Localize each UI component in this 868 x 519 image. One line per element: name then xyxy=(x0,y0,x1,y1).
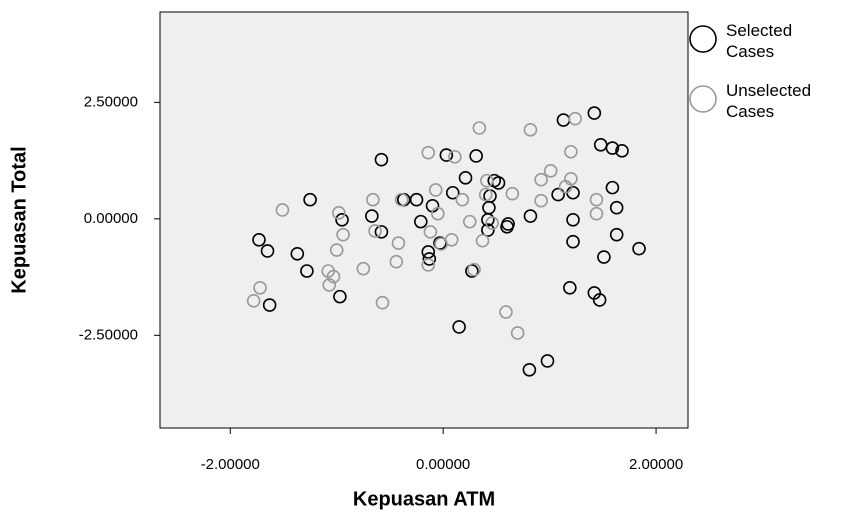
legend-label: Unselected Cases xyxy=(726,80,802,122)
x-axis-title: Kepuasan ATM xyxy=(353,488,495,510)
y-tick-label: 2.50000 xyxy=(84,93,138,110)
legend-swatch xyxy=(688,84,718,114)
legend-item: Unselected Cases xyxy=(688,78,802,122)
legend-swatch xyxy=(688,24,718,54)
x-tick-label: 0.00000 xyxy=(416,456,470,473)
y-axis-title: Kepuasan Total xyxy=(8,146,30,293)
y-tick-label: 0.00000 xyxy=(84,210,138,227)
legend-label: Selected Cases xyxy=(726,20,802,62)
legend-item: Selected Cases xyxy=(688,18,802,62)
y-tick-label: -2.50000 xyxy=(79,326,138,343)
plot-area xyxy=(160,12,688,428)
page: {"chart_data": {"type": "scatter", "x_la… xyxy=(0,0,868,519)
x-tick-label: 2.00000 xyxy=(629,456,683,473)
x-tick-label: -2.00000 xyxy=(201,456,260,473)
legend-marker xyxy=(690,86,716,112)
legend-marker xyxy=(690,26,716,52)
